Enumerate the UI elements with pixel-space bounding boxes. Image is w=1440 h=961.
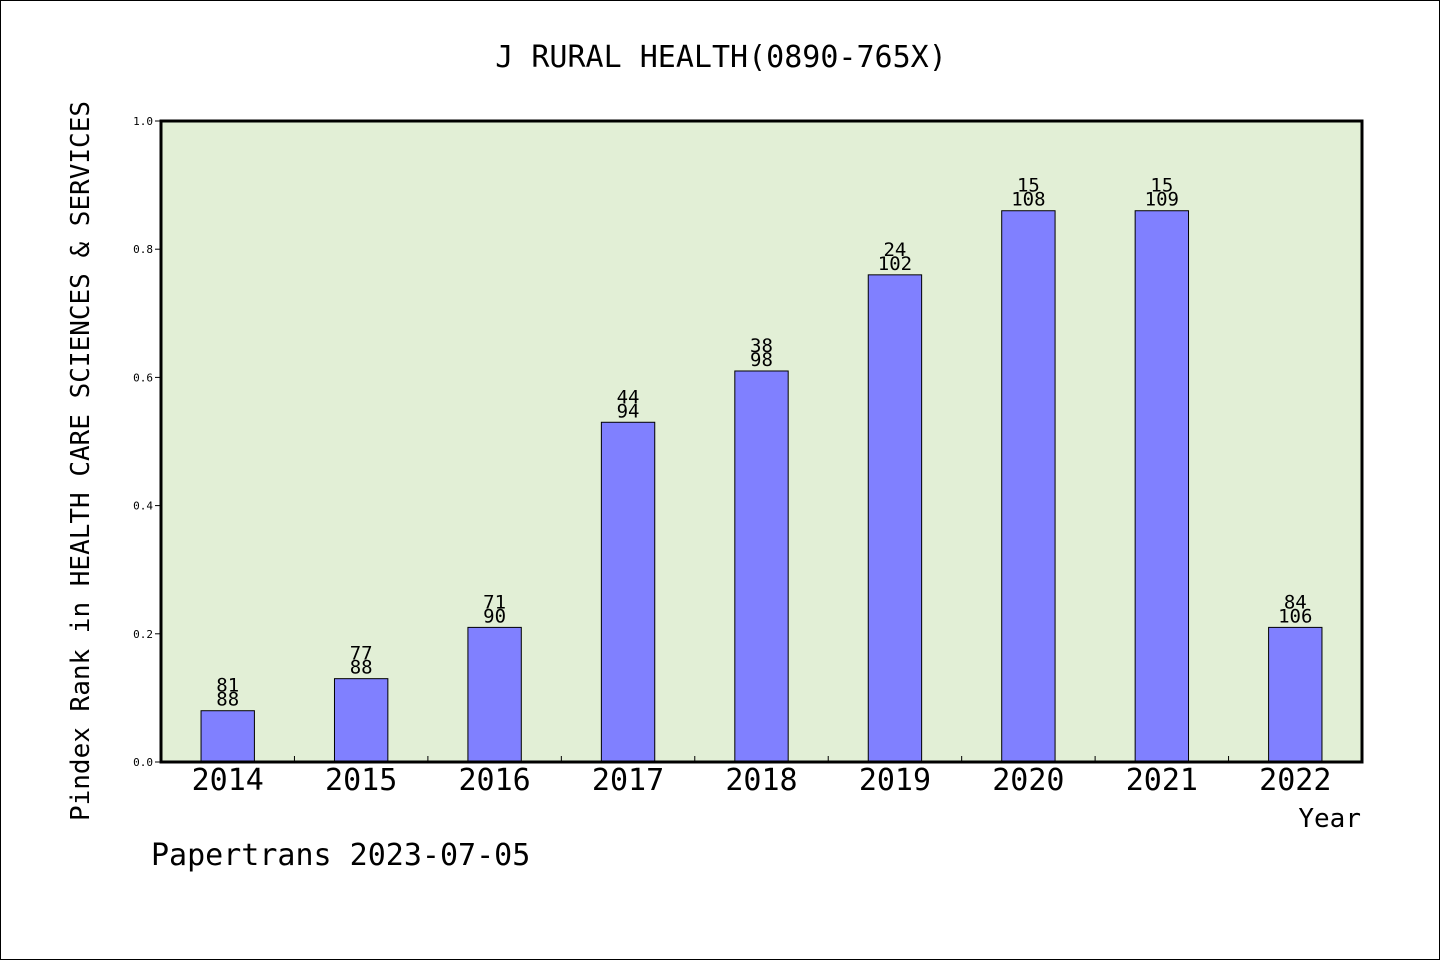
bar-label-top: 15 bbox=[1150, 175, 1173, 197]
bar-label-top: 44 bbox=[617, 386, 640, 408]
bar-label-bottom: 94 bbox=[617, 400, 640, 422]
x-tick-label: 2014 bbox=[192, 763, 264, 798]
bar bbox=[734, 370, 789, 763]
bar-label-bottom: 88 bbox=[216, 689, 239, 711]
bar bbox=[1001, 210, 1056, 763]
y-tick-label: 1.0 bbox=[133, 115, 153, 128]
bar-label-top: 81 bbox=[216, 675, 239, 697]
bar-label-bottom: 90 bbox=[483, 605, 506, 627]
y-axis-label: Pindex Rank in HEALTH CARE SCIENCES & SE… bbox=[66, 101, 96, 821]
bar-label-top: 71 bbox=[483, 591, 506, 613]
bar bbox=[467, 626, 522, 763]
bar bbox=[200, 710, 255, 763]
y-tick-label: 0.0 bbox=[133, 756, 153, 769]
y-tick-label: 0.2 bbox=[133, 628, 153, 641]
y-tick-label: 0.4 bbox=[133, 500, 153, 513]
x-tick-label: 2017 bbox=[592, 763, 664, 798]
y-tick-label: 0.6 bbox=[133, 371, 153, 384]
bar bbox=[867, 274, 923, 763]
bar bbox=[333, 678, 389, 763]
bar-label-top: 38 bbox=[750, 335, 773, 357]
bar-label-bottom: 102 bbox=[878, 253, 912, 275]
bar-label-top: 15 bbox=[1017, 175, 1040, 197]
bar-label-top: 84 bbox=[1284, 591, 1307, 613]
x-tick-label: 2016 bbox=[458, 763, 530, 798]
x-axis-ticks: 2014 2015 2016 2017 2018 2019 2020 2021 2022 bbox=[192, 756, 1331, 798]
bar-label-bottom: 106 bbox=[1278, 605, 1312, 627]
x-tick-label: 2015 bbox=[325, 763, 397, 798]
x-tick-label: 2021 bbox=[1126, 763, 1198, 798]
bar-label-bottom: 108 bbox=[1011, 189, 1045, 211]
bar bbox=[1268, 626, 1323, 763]
chart-title: J RURAL HEALTH(0890-765X) bbox=[495, 40, 947, 75]
y-tick-label: 0.8 bbox=[133, 243, 153, 256]
x-tick-label: 2018 bbox=[725, 763, 797, 798]
bar-label-bottom: 88 bbox=[350, 657, 373, 679]
bar-label-top: 24 bbox=[883, 239, 906, 261]
footer-text: Papertrans 2023-07-05 bbox=[151, 838, 530, 873]
x-tick-label: 2020 bbox=[992, 763, 1064, 798]
bar bbox=[600, 421, 656, 763]
x-axis-label: Year bbox=[1298, 804, 1361, 834]
bar-label-bottom: 98 bbox=[750, 349, 773, 371]
bar-label-bottom: 109 bbox=[1145, 189, 1179, 211]
x-tick-label: 2022 bbox=[1259, 763, 1331, 798]
x-tick-label: 2019 bbox=[859, 763, 931, 798]
bar bbox=[1134, 210, 1190, 763]
y-axis-ticks: 0.0 0.2 0.4 0.6 0.8 1.0 bbox=[133, 115, 161, 769]
bar-label-top: 77 bbox=[350, 643, 373, 665]
plot-border bbox=[159, 119, 1364, 764]
